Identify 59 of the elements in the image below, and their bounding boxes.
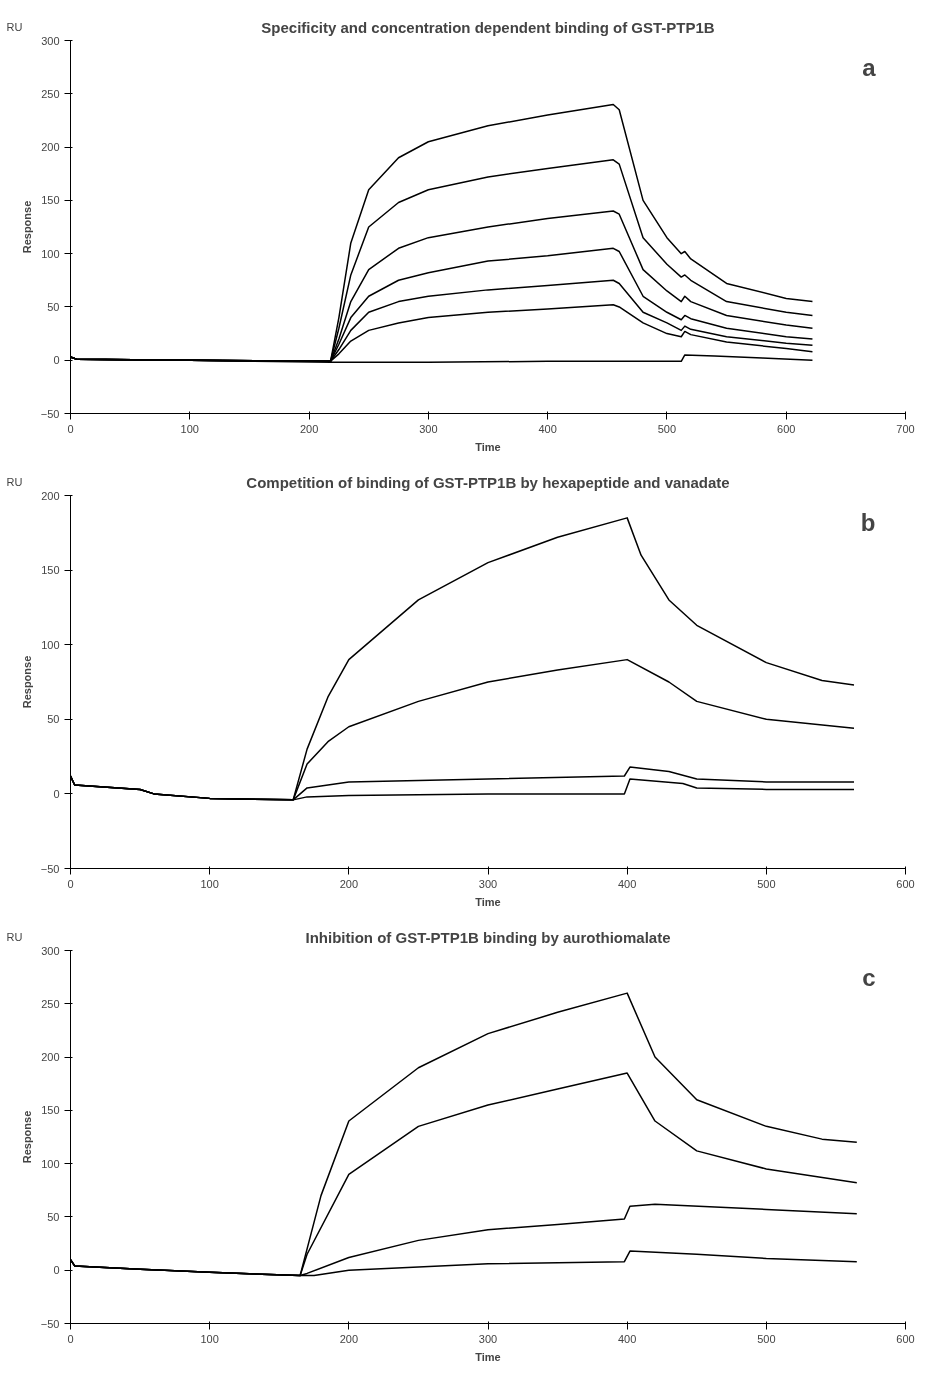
x-tick-label: 300: [419, 422, 438, 435]
y-axis-title: Response: [20, 200, 33, 254]
y-tick-label: −50: [40, 862, 60, 875]
x-axis-title: Time: [475, 1350, 501, 1363]
y-tick-label: 150: [41, 194, 60, 207]
text: RU: [6, 930, 23, 943]
chart-title: Specificity and concentration dependent binding of GST-PTP1B: [261, 18, 715, 36]
x-tick-label: 300: [478, 1332, 498, 1345]
x-tick-label: 200: [339, 877, 359, 890]
x-tick-label: 500: [657, 422, 677, 435]
x-tick-label: 600: [896, 1332, 915, 1345]
x-tick-label: 0: [67, 877, 74, 890]
chart-title: Inhibition of GST-PTP1B binding by aurothiomalate: [305, 928, 671, 946]
y-tick-label: 100: [41, 638, 60, 651]
x-tick-label: 200: [299, 422, 319, 435]
x-tick-label: 500: [757, 1332, 776, 1345]
y-tick-label: 0: [53, 1264, 60, 1277]
y-tick-label: −50: [40, 407, 60, 420]
x-tick-label: 300: [478, 877, 498, 890]
x-tick-label: 400: [538, 422, 557, 435]
text: RU: [6, 475, 23, 488]
x-axis-title: Time: [475, 440, 501, 453]
text: RU: [6, 20, 23, 33]
x-tick-label: 400: [617, 1332, 637, 1345]
x-tick-label: 100: [180, 422, 199, 435]
y-tick-label: 300: [41, 34, 60, 47]
x-tick-label: 100: [200, 1332, 219, 1345]
y-tick-label: 250: [41, 87, 60, 100]
y-axis-title: Response: [20, 655, 33, 709]
y-tick-label: 0: [53, 787, 60, 800]
y-tick-label: 50: [47, 713, 60, 726]
y-tick-label: 50: [47, 300, 60, 313]
x-tick-label: 600: [777, 422, 796, 435]
y-tick-label: 300: [41, 944, 60, 957]
x-tick-label: 0: [67, 1332, 74, 1345]
x-tick-label: 200: [339, 1332, 359, 1345]
x-tick-label: 700: [896, 422, 915, 435]
y-tick-label: 200: [41, 141, 60, 154]
y-tick-label: 100: [41, 1157, 60, 1170]
y-axis-title: Response: [20, 1110, 33, 1164]
annotation: b: [860, 508, 876, 536]
y-tick-label: 200: [41, 489, 60, 502]
y-tick-label: 0: [53, 354, 60, 367]
x-tick-label: 100: [200, 877, 219, 890]
x-tick-label: 500: [757, 877, 776, 890]
x-tick-label: 0: [67, 422, 74, 435]
annotation: a: [862, 53, 877, 81]
y-tick-label: −50: [40, 1317, 60, 1330]
x-tick-label: 600: [896, 877, 915, 890]
y-tick-label: 100: [41, 247, 60, 260]
y-tick-label: 150: [41, 564, 60, 577]
x-axis-title: Time: [475, 895, 501, 908]
y-tick-label: 200: [41, 1051, 60, 1064]
annotation: c: [862, 963, 876, 991]
y-tick-label: 250: [41, 997, 60, 1010]
y-tick-label: 150: [41, 1104, 60, 1117]
x-tick-label: 400: [617, 877, 637, 890]
chart-title: Competition of binding of GST-PTP1B by hexapeptide and vanadate: [246, 473, 730, 491]
y-tick-label: 50: [47, 1210, 60, 1223]
